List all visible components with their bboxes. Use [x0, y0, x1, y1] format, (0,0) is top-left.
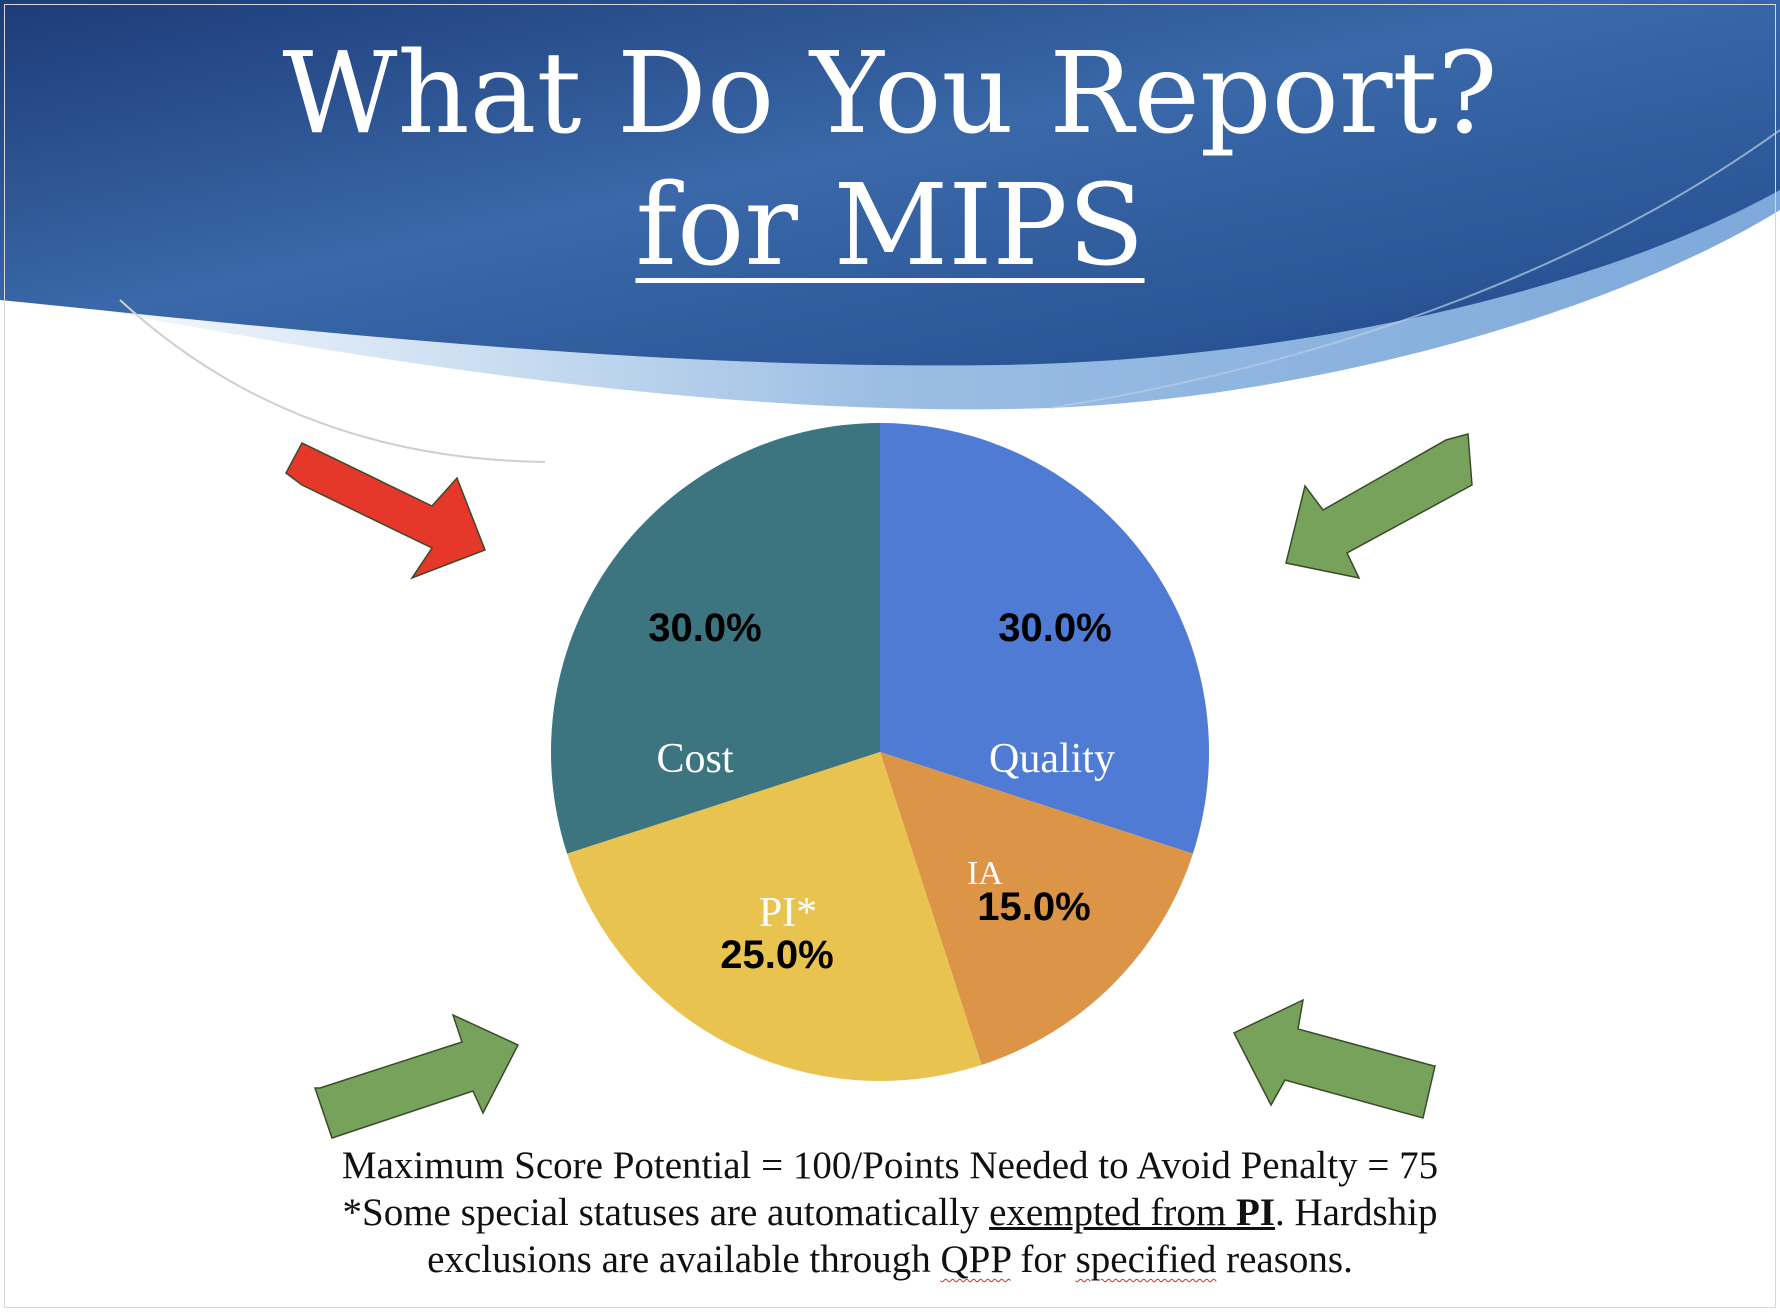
footer-line-3: exclusions are available through QPP for…: [427, 1238, 1353, 1281]
footer-notes: Maximum Score Potential = 100/Points Nee…: [0, 1142, 1780, 1283]
slice-value-quality: 30.0%: [998, 606, 1111, 650]
arrow-bottom-left-icon: [313, 1013, 520, 1139]
slice-label-ia: IA: [967, 855, 1003, 892]
arrow-bottom-right-icon: [1232, 998, 1436, 1119]
slice-value-ia: 15.0%: [977, 885, 1090, 929]
header-thin-curve-2: [1049, 129, 1780, 409]
slice-label-quality: Quality: [989, 736, 1115, 782]
slice-value-cost: 30.0%: [648, 606, 761, 650]
pie-slices: [551, 423, 1209, 1081]
arrow-top-left-icon: [285, 442, 486, 580]
title-line-2: for MIPS: [0, 170, 1780, 282]
pie-slice-cost: [551, 423, 880, 854]
header-thin-curve: [119, 299, 546, 463]
slice-label-pi: PI*: [759, 890, 817, 936]
pie-slice-ia: [880, 752, 1193, 1065]
header-swoosh-dark: [0, 0, 1780, 366]
title-line-2-text: for MIPS: [635, 161, 1145, 291]
arrow-top-right-icon: [1285, 433, 1473, 580]
slice-value-pi: 25.0%: [720, 933, 833, 977]
pie-slice-pi: [567, 752, 982, 1081]
slice-label-cost: Cost: [656, 736, 733, 782]
title-line-1: What Do You Report?: [282, 29, 1498, 159]
pie-slice-quality: [880, 423, 1209, 854]
footer-line-1: Maximum Score Potential = 100/Points Nee…: [341, 1144, 1439, 1187]
footer-line-2: *Some special statuses are automatically…: [342, 1191, 1438, 1234]
